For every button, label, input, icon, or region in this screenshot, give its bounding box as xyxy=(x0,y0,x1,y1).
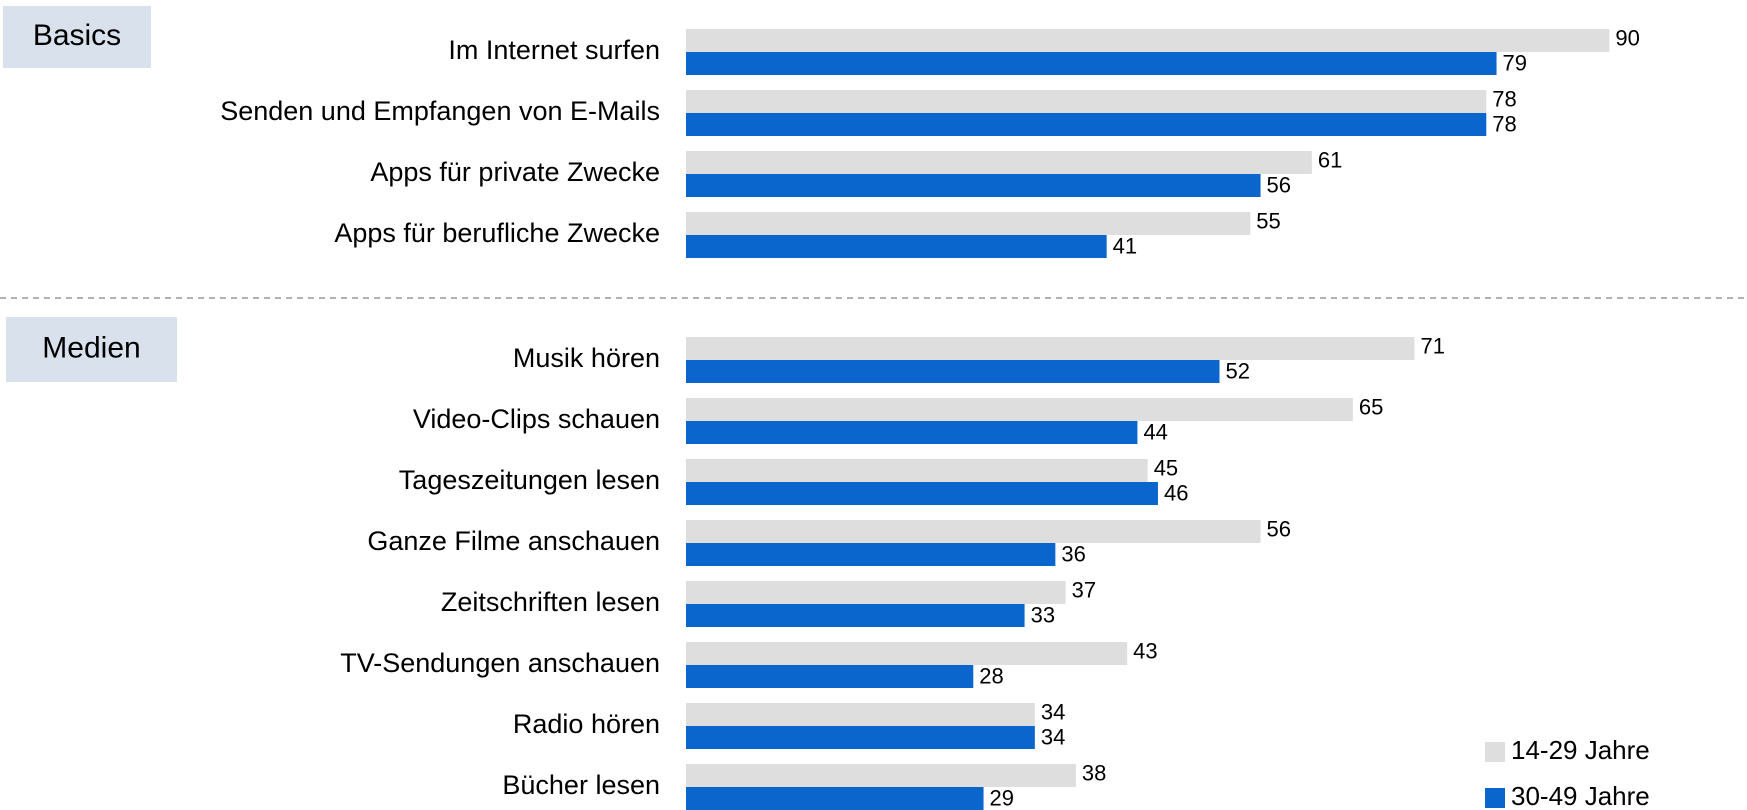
group-box xyxy=(3,6,151,68)
bar xyxy=(686,337,1415,360)
category-label: Apps für private Zwecke xyxy=(370,157,660,187)
value-label: 44 xyxy=(1143,419,1167,444)
bar xyxy=(686,174,1261,197)
bar xyxy=(686,703,1035,726)
category-label: Apps für berufliche Zwecke xyxy=(334,218,660,248)
value-label: 46 xyxy=(1164,480,1188,505)
legend-label: 30-49 Jahre xyxy=(1511,781,1650,810)
value-label: 38 xyxy=(1082,760,1106,785)
value-label: 78 xyxy=(1492,111,1516,136)
value-label: 28 xyxy=(979,663,1003,688)
value-label: 79 xyxy=(1503,50,1527,75)
bar xyxy=(686,787,984,810)
value-label: 56 xyxy=(1267,172,1291,197)
legend-swatch xyxy=(1485,788,1505,808)
value-label: 61 xyxy=(1318,147,1342,172)
bar xyxy=(686,90,1487,113)
category-label: Ganze Filme anschauen xyxy=(367,526,660,556)
bar xyxy=(686,604,1025,627)
group-box xyxy=(6,317,177,382)
value-label: 43 xyxy=(1133,638,1157,663)
category-label: Im Internet surfen xyxy=(448,35,660,65)
value-label: 37 xyxy=(1072,577,1096,602)
category-label: Tageszeitungen lesen xyxy=(399,465,660,495)
value-label: 34 xyxy=(1041,724,1065,749)
value-label: 33 xyxy=(1031,602,1055,627)
bar xyxy=(686,235,1107,258)
bar xyxy=(686,113,1487,136)
value-label: 78 xyxy=(1492,86,1516,111)
category-label: Zeitschriften lesen xyxy=(441,587,660,617)
legend-swatch xyxy=(1485,742,1505,762)
category-label: TV-Sendungen anschauen xyxy=(340,648,660,678)
bar xyxy=(686,543,1056,566)
value-label: 52 xyxy=(1226,358,1250,383)
value-label: 71 xyxy=(1420,333,1444,358)
value-label: 36 xyxy=(1061,541,1085,566)
bar xyxy=(686,29,1610,52)
value-label: 90 xyxy=(1615,25,1639,50)
category-label: Bücher lesen xyxy=(502,770,660,800)
value-label: 45 xyxy=(1154,455,1178,480)
category-label: Musik hören xyxy=(513,343,660,373)
bar xyxy=(686,421,1138,444)
value-label: 34 xyxy=(1041,699,1065,724)
bar xyxy=(686,212,1251,235)
bar xyxy=(686,459,1148,482)
bar xyxy=(686,482,1158,505)
value-label: 29 xyxy=(990,785,1014,810)
value-label: 56 xyxy=(1267,516,1291,541)
bar xyxy=(686,642,1128,665)
group-label: Medien xyxy=(42,331,140,364)
group-label: Basics xyxy=(33,19,121,52)
category-label: Video-Clips schauen xyxy=(413,404,660,434)
value-label: 55 xyxy=(1256,208,1280,233)
bar xyxy=(686,520,1261,543)
bar xyxy=(686,764,1076,787)
category-label: Senden und Empfangen von E-Mails xyxy=(220,96,660,126)
bar xyxy=(686,665,974,688)
bar xyxy=(686,52,1497,75)
bar xyxy=(686,581,1066,604)
bar xyxy=(686,360,1220,383)
bar xyxy=(686,398,1353,421)
category-label: Radio hören xyxy=(513,709,660,739)
bar xyxy=(686,726,1035,749)
bar xyxy=(686,151,1312,174)
value-label: 65 xyxy=(1359,394,1383,419)
legend-label: 14-29 Jahre xyxy=(1511,735,1650,765)
value-label: 41 xyxy=(1113,233,1137,258)
